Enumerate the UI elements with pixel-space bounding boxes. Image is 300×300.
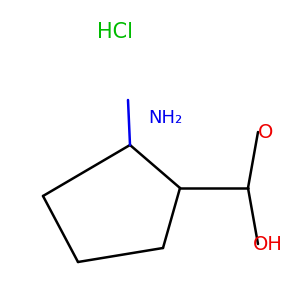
Text: NH₂: NH₂ — [148, 109, 182, 127]
Text: O: O — [258, 122, 274, 142]
Text: HCl: HCl — [97, 22, 133, 42]
Text: OH: OH — [253, 235, 283, 254]
